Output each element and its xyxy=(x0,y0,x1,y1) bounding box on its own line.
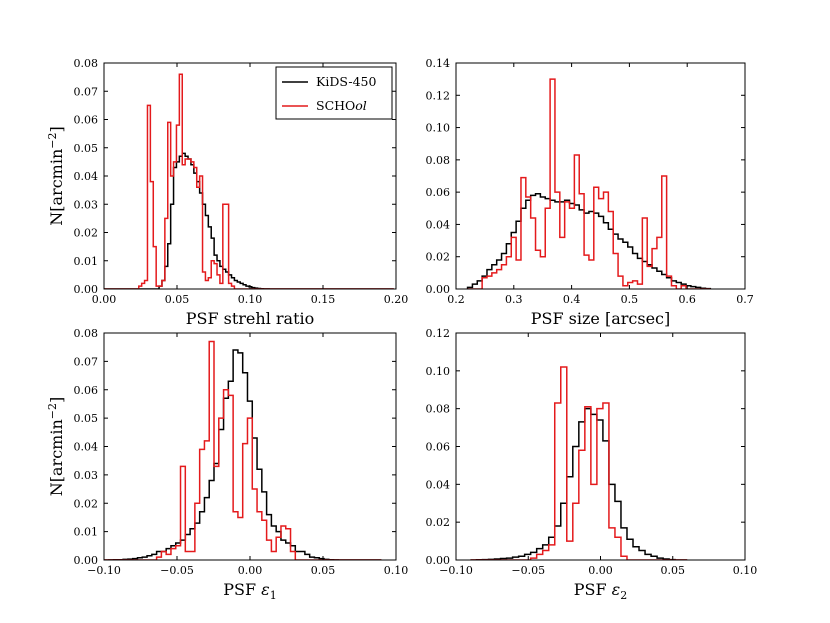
x-tick-label: 0.05 xyxy=(661,564,686,577)
x-tick-label: −0.10 xyxy=(439,564,473,577)
x-axis-label: PSF size [arcsec] xyxy=(531,309,671,328)
y-tick-label: 0.06 xyxy=(74,114,99,127)
y-tick-label: 0.00 xyxy=(74,554,99,567)
x-tick-label: 0.15 xyxy=(311,293,336,306)
series-school-line xyxy=(470,366,688,560)
x-tick-label: 0.00 xyxy=(92,293,117,306)
x-tick-label: 0.6 xyxy=(678,293,696,306)
y-tick-label: 0.05 xyxy=(74,142,99,155)
y-tick-label: 0.02 xyxy=(426,251,451,264)
x-tick-label: 0.05 xyxy=(165,293,190,306)
x-tick-label: 0.05 xyxy=(311,564,336,577)
series-school-line xyxy=(104,73,394,289)
panel-2: 0.2 0.3 0.4 0.5 0.6 0.7 0.00 0.02 0.04 0.06 0.08 0.… xyxy=(426,57,754,328)
y-tick-label: 0.08 xyxy=(74,327,99,340)
y-tick-label: 0.00 xyxy=(74,283,99,296)
x-tick-label: 0.7 xyxy=(736,293,754,306)
y-tick-label: 0.04 xyxy=(74,170,99,183)
y-tick-label: 0.02 xyxy=(426,516,451,529)
x-tick-label: 0.00 xyxy=(588,564,613,577)
y-tick-label: 0.10 xyxy=(426,365,451,378)
y-tick-label: 0.01 xyxy=(74,255,99,268)
x-tick-label: 0.3 xyxy=(505,293,523,306)
y-tick-label: 0.06 xyxy=(74,384,99,397)
x-tick-label: 0.10 xyxy=(238,293,263,306)
legend: KiDS-450 SCHOol xyxy=(275,66,393,120)
y-tick-label: 0.01 xyxy=(74,526,99,539)
series-kids-450-line xyxy=(466,193,712,289)
y-tick-label: 0.06 xyxy=(426,441,451,454)
y-tick-label: 0.02 xyxy=(74,497,99,510)
x-tick-label: −0.10 xyxy=(87,564,121,577)
x-axis-label: PSF strehl ratio xyxy=(186,309,315,328)
x-tick-label: 0.5 xyxy=(621,293,639,306)
y-tick-label: 0.04 xyxy=(426,478,451,491)
panel-4: −0.10 −0.05 0.00 0.05 0.10 0.00 0.02 0.04 0.06 0.… xyxy=(426,327,758,602)
y-tick-label: 0.12 xyxy=(426,89,451,102)
y-tick-label: 0.03 xyxy=(74,469,99,482)
y-tick-label: 0.07 xyxy=(74,85,99,98)
panel-3: −0.10 −0.05 0.00 0.05 0.10 0.00 0.01 0.02 0.03 0.… xyxy=(46,327,408,602)
y-tick-label: 0.02 xyxy=(74,227,99,240)
x-tick-label: 0.00 xyxy=(238,564,263,577)
y-tick-label: 0.10 xyxy=(426,122,451,135)
y-tick-label: 0.08 xyxy=(426,154,451,167)
y-tick-label: 0.00 xyxy=(426,554,451,567)
y-tick-label: 0.00 xyxy=(426,283,451,296)
axes-frame xyxy=(455,62,746,290)
x-tick-label: 0.2 xyxy=(447,293,465,306)
y-tick-label: 0.04 xyxy=(74,441,99,454)
x-tick-label: 0.4 xyxy=(563,293,581,306)
series-kids-450-line xyxy=(470,407,688,560)
x-tick-label: −0.05 xyxy=(511,564,545,577)
x-tick-label: −0.05 xyxy=(160,564,194,577)
series-school-line xyxy=(467,78,711,289)
y-tick-label: 0.08 xyxy=(426,403,451,416)
y-axis-label: N[arcmin−2] xyxy=(46,126,66,225)
x-axis-label: PSF ε2 xyxy=(574,580,628,602)
axes-frame xyxy=(455,332,746,561)
y-tick-label: 0.12 xyxy=(426,327,451,340)
y-axis-label: N[arcmin−2] xyxy=(46,397,66,496)
y-tick-label: 0.05 xyxy=(74,412,99,425)
x-tick-label: 0.10 xyxy=(384,564,409,577)
y-tick-label: 0.14 xyxy=(426,57,451,70)
x-tick-label: 0.20 xyxy=(384,293,409,306)
series-school-line xyxy=(104,340,382,560)
panel-1: 0.00 0.05 0.10 0.15 0.20 0.00 0.01 0.02 0.03 0.04… xyxy=(46,57,408,328)
x-tick-label: 0.10 xyxy=(733,564,758,577)
series-kids-450-line xyxy=(104,349,382,560)
axes-frame xyxy=(103,332,397,561)
y-tick-label: 0.04 xyxy=(426,218,451,231)
legend-label: KiDS-450 xyxy=(316,74,377,89)
y-tick-label: 0.03 xyxy=(74,198,99,211)
y-tick-label: 0.08 xyxy=(74,57,99,70)
legend-box xyxy=(275,66,393,120)
x-axis-label: PSF ε1 xyxy=(223,580,277,602)
y-tick-label: 0.07 xyxy=(74,355,99,368)
y-tick-label: 0.06 xyxy=(426,186,451,199)
legend-label: SCHOol xyxy=(316,98,367,113)
